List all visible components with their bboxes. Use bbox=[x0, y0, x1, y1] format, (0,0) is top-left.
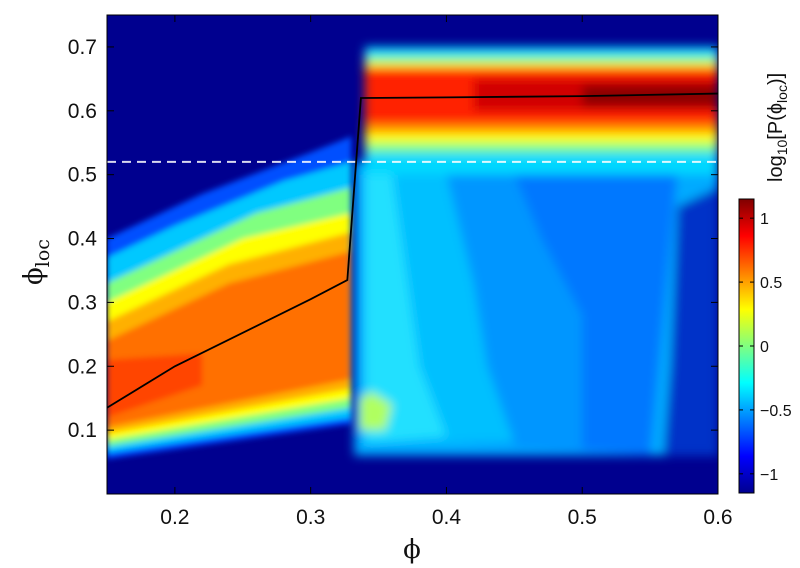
y-tick-label: 0.5 bbox=[68, 164, 97, 187]
x-axis-label: ϕ bbox=[403, 535, 421, 565]
x-tick-label: 0.5 bbox=[568, 506, 597, 529]
plot-frame bbox=[106, 14, 719, 495]
colorbar-tick-label: 1 bbox=[760, 211, 769, 228]
colorbar-label-end: )] bbox=[765, 73, 787, 85]
svg-text:log10[P(ϕloc)]: log10[P(ϕloc)] bbox=[765, 73, 790, 182]
y-tick-label: 0.6 bbox=[68, 100, 97, 123]
y-axis-ticks: 0.1 0.2 0.3 0.4 0.5 0.6 0.7 bbox=[68, 36, 718, 442]
x-tick-label: 0.4 bbox=[432, 506, 462, 529]
x-tick-label: 0.6 bbox=[703, 506, 732, 529]
colorbar-tick-label: −0.5 bbox=[760, 403, 792, 420]
y-axis-label-main: ϕ bbox=[19, 267, 49, 285]
y-tick-label: 0.7 bbox=[68, 36, 97, 59]
colorbar-tick-label: 0.5 bbox=[760, 275, 782, 292]
colorbar-label-base: 10 bbox=[774, 140, 790, 156]
plot-area bbox=[106, 14, 719, 495]
x-tick-label: 0.3 bbox=[296, 506, 325, 529]
x-tick-label: 0.2 bbox=[160, 506, 189, 529]
colorbar-label-log: log bbox=[765, 155, 787, 182]
svg-text:ϕloc: ϕloc bbox=[19, 239, 54, 285]
y-axis-label: ϕloc bbox=[19, 239, 54, 285]
colorbar-label-mid: [P(ϕ bbox=[765, 103, 787, 140]
colorbar-label-loc: loc bbox=[774, 85, 790, 103]
colorbar-label: log10[P(ϕloc)] bbox=[765, 73, 790, 182]
mean-curve bbox=[106, 92, 719, 409]
high-density-branch bbox=[354, 46, 718, 456]
density-field bbox=[107, 46, 718, 459]
colorbar-tick-label: −1 bbox=[760, 467, 778, 484]
y-axis-label-sub: loc bbox=[32, 239, 54, 267]
y-tick-label: 0.4 bbox=[68, 228, 98, 251]
y-tick-label: 0.1 bbox=[68, 419, 97, 442]
low-density-branch bbox=[107, 136, 352, 459]
colorbar: 1 0.5 0 −0.5 −1 log10[P(ϕloc)] bbox=[738, 73, 792, 494]
x-axis-ticks: 0.2 0.3 0.4 0.5 0.6 bbox=[160, 15, 733, 529]
colorbar-ticks: 1 0.5 0 −0.5 −1 bbox=[739, 211, 792, 484]
y-tick-label: 0.3 bbox=[68, 291, 97, 314]
colorbar-tick-label: 0 bbox=[760, 339, 769, 356]
y-tick-label: 0.2 bbox=[68, 355, 97, 378]
